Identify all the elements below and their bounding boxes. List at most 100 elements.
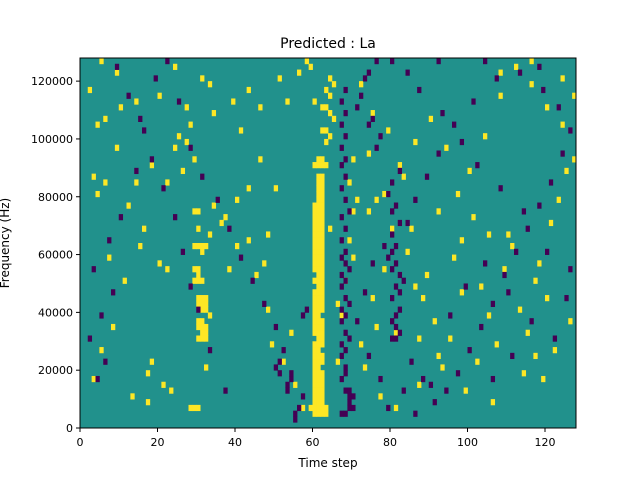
heatmap-cell-low bbox=[359, 92, 364, 99]
heatmap-cell-high bbox=[316, 162, 321, 169]
heatmap-cell-high bbox=[498, 69, 503, 76]
heatmap-cell-high bbox=[196, 266, 201, 273]
heatmap-cell-high bbox=[316, 370, 321, 377]
heatmap-cell-low bbox=[552, 335, 558, 342]
heatmap-cell-high bbox=[312, 352, 317, 360]
heatmap-cell-low bbox=[289, 370, 294, 377]
heatmap-cell-high bbox=[204, 323, 209, 331]
heatmap-cell-high bbox=[374, 196, 379, 203]
heatmap-cell-low bbox=[165, 58, 170, 65]
heatmap-cell-high bbox=[91, 173, 96, 180]
heatmap-cell-high bbox=[339, 312, 344, 319]
heatmap-cell-low bbox=[304, 306, 310, 313]
heatmap-cell-low bbox=[483, 260, 488, 267]
heatmap-cell-high bbox=[320, 404, 325, 412]
heatmap-cell-high bbox=[560, 75, 565, 82]
heatmap-cell-high bbox=[436, 208, 441, 215]
heatmap-cell-high bbox=[328, 133, 333, 140]
plot-frame bbox=[79, 57, 577, 429]
heatmap-cell-high bbox=[192, 243, 197, 250]
heatmap-cell-high bbox=[316, 358, 321, 365]
heatmap-cell-high bbox=[312, 410, 317, 417]
heatmap-cell-high bbox=[401, 173, 406, 180]
heatmap-cell-high bbox=[173, 144, 178, 151]
heatmap-cell-high bbox=[312, 225, 317, 232]
heatmap-cell-high bbox=[467, 167, 472, 175]
heatmap-cell-high bbox=[417, 381, 422, 388]
heatmap-cell-low bbox=[374, 144, 379, 151]
heatmap-cell-high bbox=[521, 370, 527, 377]
heatmap-cell-high bbox=[316, 375, 321, 383]
heatmap-cell-high bbox=[351, 208, 356, 215]
heatmap-cell-low bbox=[339, 237, 344, 244]
heatmap-cell-low bbox=[343, 370, 348, 377]
heatmap-cell-high bbox=[316, 271, 321, 279]
heatmap-cell-high bbox=[347, 179, 352, 186]
heatmap-cell-high bbox=[196, 271, 201, 279]
heatmap-cell-low bbox=[215, 196, 220, 203]
heatmap-cell-low bbox=[517, 69, 523, 76]
heatmap-cell-high bbox=[320, 375, 325, 383]
heatmap-cell-high bbox=[506, 231, 511, 238]
heatmap-cell-high bbox=[320, 277, 325, 284]
x-tick-label: 40 bbox=[228, 436, 242, 449]
heatmap-cell-high bbox=[316, 277, 321, 284]
heatmap-cell-high bbox=[316, 364, 321, 371]
y-axis: 0 20000 40000 60000 80000 100000 120000 bbox=[31, 75, 80, 435]
heatmap-cell-high bbox=[293, 381, 298, 388]
heatmap-cell-high bbox=[200, 323, 205, 331]
heatmap-cell-high bbox=[207, 312, 213, 319]
heatmap-cell-high bbox=[200, 300, 205, 307]
heatmap-cell-high bbox=[161, 381, 166, 388]
heatmap-cell-high bbox=[258, 104, 263, 111]
heatmap-cell-high bbox=[560, 121, 565, 128]
heatmap-cell-high bbox=[424, 271, 430, 279]
heatmap-cell-high bbox=[200, 243, 205, 250]
heatmap-cell-low bbox=[560, 150, 565, 157]
heatmap-cell-high bbox=[328, 225, 333, 232]
heatmap-cell-high bbox=[138, 243, 143, 250]
heatmap-cell-low bbox=[436, 58, 441, 65]
heatmap-cell-high bbox=[95, 190, 100, 198]
heatmap-cell-low bbox=[138, 115, 143, 122]
heatmap-cell-high bbox=[285, 98, 290, 105]
heatmap-cell-high bbox=[490, 399, 496, 406]
heatmap-cell-high bbox=[200, 335, 205, 342]
heatmap-cell-high bbox=[444, 144, 449, 151]
heatmap-cell-low bbox=[339, 144, 344, 151]
heatmap-cell-low bbox=[343, 347, 348, 354]
heatmap-cell-high bbox=[564, 167, 569, 175]
heatmap-cell-high bbox=[188, 121, 193, 128]
heatmap-cell-high bbox=[320, 162, 325, 169]
heatmap-cell-high bbox=[312, 370, 317, 377]
heatmap-cell-high bbox=[428, 115, 434, 122]
heatmap-cell-high bbox=[103, 115, 108, 122]
heatmap-cell-high bbox=[494, 341, 499, 348]
heatmap-cell-low bbox=[362, 289, 368, 296]
heatmap-cell-high bbox=[312, 243, 317, 250]
heatmap-cell-high bbox=[312, 341, 317, 348]
heatmap-cell-low bbox=[126, 92, 131, 99]
heatmap-cell-high bbox=[316, 341, 321, 348]
heatmap-cell-high bbox=[486, 312, 492, 319]
heatmap-cell-high bbox=[331, 81, 337, 88]
heatmap-cell-low bbox=[386, 404, 391, 412]
heatmap-cell-high bbox=[320, 254, 325, 261]
x-axis: 0 20 40 60 80 100 120 bbox=[77, 428, 556, 449]
heatmap-cell-high bbox=[556, 196, 561, 203]
heatmap-cell-high bbox=[316, 208, 321, 215]
heatmap-cell-high bbox=[316, 214, 321, 221]
heatmap-cell-high bbox=[134, 98, 139, 105]
heatmap-cell-low bbox=[362, 75, 368, 82]
heatmap-cell-high bbox=[107, 254, 112, 261]
heatmap-cell-high bbox=[273, 185, 279, 192]
heatmap-cell-high bbox=[486, 231, 492, 238]
heatmap-cell-high bbox=[320, 190, 325, 198]
heatmap-cell-low bbox=[114, 63, 120, 70]
heatmap-cell-high bbox=[316, 248, 321, 255]
heatmap-cell-high bbox=[390, 225, 395, 232]
heatmap-cell-high bbox=[572, 92, 577, 99]
heatmap-cell-low bbox=[91, 266, 96, 273]
heatmap-cell-low bbox=[390, 266, 395, 273]
heatmap-cell-high bbox=[200, 277, 205, 284]
